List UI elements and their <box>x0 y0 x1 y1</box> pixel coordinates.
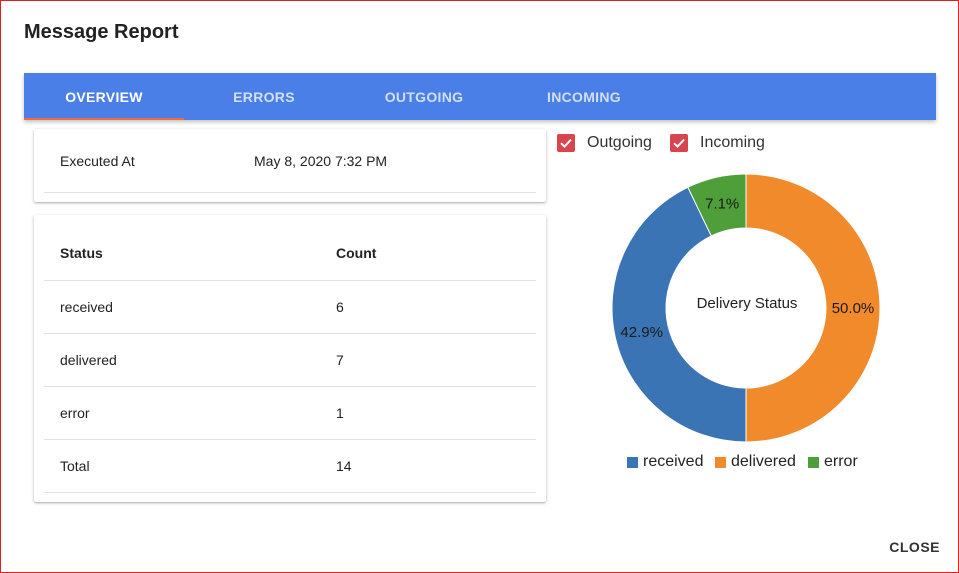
column-header-count: Count <box>336 244 377 261</box>
outgoing-filter[interactable]: Outgoing <box>557 131 652 155</box>
incoming-checkbox[interactable] <box>670 134 688 152</box>
donut-slice-delivered[interactable] <box>745 173 881 443</box>
legend-label-error: error <box>824 453 858 470</box>
data-label-received: 42.9% <box>620 324 663 341</box>
tab-outgoing[interactable]: OUTGOING <box>384 88 464 105</box>
table-row: received 6 <box>44 281 536 334</box>
status-cell: Total <box>60 458 90 474</box>
table-row: Total 14 <box>44 440 536 493</box>
donut-slice-received[interactable] <box>611 186 747 443</box>
close-button[interactable]: CLOSE <box>889 539 940 555</box>
checkmark-icon <box>673 138 685 149</box>
chart-center-title: Delivery Status <box>697 295 798 312</box>
delivery-status-chart: Delivery Status 50.0% 42.9% 7.1% <box>598 161 898 461</box>
legend-item-received[interactable]: received <box>627 451 703 473</box>
checkmark-icon <box>560 138 572 149</box>
table-header-row: Status Count <box>44 225 536 281</box>
status-cell: received <box>60 299 113 315</box>
tab-incoming[interactable]: INCOMING <box>547 88 621 105</box>
count-cell: 1 <box>336 405 344 421</box>
count-cell: 14 <box>336 458 352 474</box>
status-table-card: Status Count received 6 delivered 7 erro… <box>34 215 546 502</box>
legend-label-delivered: delivered <box>731 453 796 470</box>
dialog-title: Message Report <box>24 21 179 43</box>
legend-item-error[interactable]: error <box>808 451 858 473</box>
tab-errors[interactable]: ERRORS <box>233 88 295 105</box>
legend-swatch-received <box>627 456 638 468</box>
tab-overview[interactable]: OVERVIEW <box>65 88 143 105</box>
donut-chart-svg: Delivery Status 50.0% 42.9% 7.1% <box>611 173 881 443</box>
status-cell: delivered <box>60 352 117 368</box>
executed-at-row: Executed At May 8, 2020 7:32 PM <box>44 129 536 193</box>
table-row: delivered 7 <box>44 334 536 387</box>
outgoing-filter-label: Outgoing <box>587 134 652 151</box>
column-header-status: Status <box>60 244 103 261</box>
data-label-error: 7.1% <box>705 196 739 213</box>
outgoing-checkbox[interactable] <box>557 134 575 152</box>
active-tab-indicator <box>24 118 184 120</box>
donut-slice-error[interactable] <box>687 173 747 237</box>
tab-bar: OVERVIEW ERRORS OUTGOING INCOMING <box>24 73 936 120</box>
executed-at-value: May 8, 2020 7:32 PM <box>254 152 388 169</box>
count-cell: 7 <box>336 352 344 368</box>
legend-swatch-error <box>808 456 819 468</box>
incoming-filter-label: Incoming <box>700 134 765 151</box>
executed-at-label: Executed At <box>60 152 135 169</box>
incoming-filter[interactable]: Incoming <box>670 131 765 155</box>
executed-at-card: Executed At May 8, 2020 7:32 PM <box>34 129 546 202</box>
count-cell: 6 <box>336 299 344 315</box>
status-cell: error <box>60 405 90 421</box>
legend-label-received: received <box>643 453 704 470</box>
legend-swatch-delivered <box>715 456 726 468</box>
data-label-delivered: 50.0% <box>832 300 875 317</box>
table-row: error 1 <box>44 387 536 440</box>
legend-item-delivered[interactable]: delivered <box>715 451 796 473</box>
